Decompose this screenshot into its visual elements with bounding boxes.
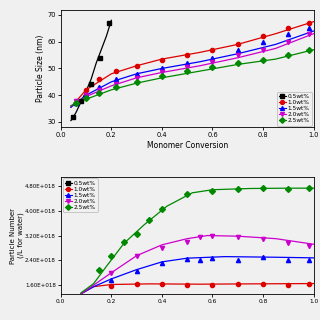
X-axis label: Monomer Conversion: Monomer Conversion	[147, 141, 228, 150]
Legend: 0.5wt%, 1.0wt%, 1.5wt%, 2.0wt%, 2.5wt%: 0.5wt%, 1.0wt%, 1.5wt%, 2.0wt%, 2.5wt%	[62, 179, 98, 212]
Y-axis label: Particle Number
(/L for water): Particle Number (/L for water)	[10, 208, 24, 264]
Y-axis label: Particle Size (nm): Particle Size (nm)	[36, 35, 45, 102]
Legend: 0.5wt%, 1.0wt%, 1.5wt%, 2.0wt%, 2.5wt%: 0.5wt%, 1.0wt%, 1.5wt%, 2.0wt%, 2.5wt%	[277, 92, 312, 125]
